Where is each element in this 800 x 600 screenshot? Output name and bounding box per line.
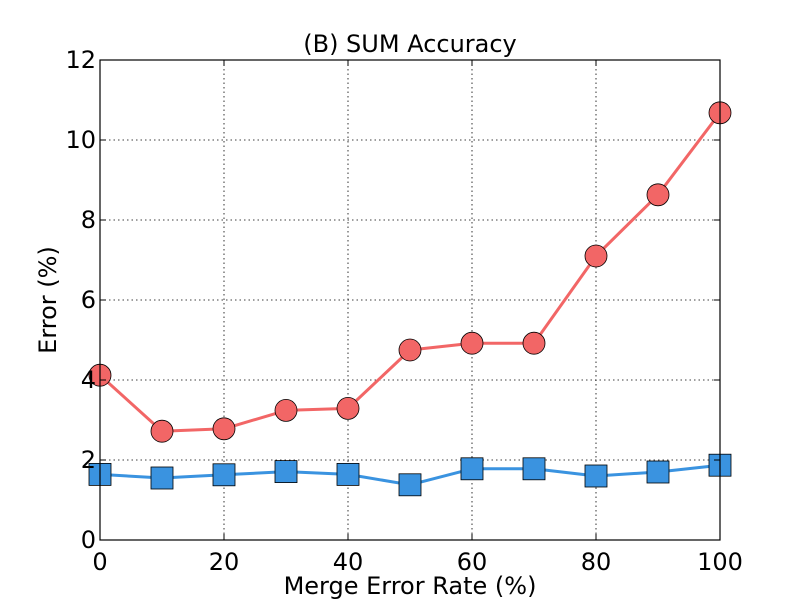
data-point-circle: [460, 331, 484, 355]
data-point-circle: [398, 338, 422, 362]
data-point-circle: [584, 244, 608, 268]
data-point-square: [646, 460, 670, 484]
series-2: [88, 453, 732, 497]
ticks: 0 20 40 60 80 100 0 2 4 6 8 10 12: [65, 46, 742, 576]
chart-title: (B) SUM Accuracy: [303, 30, 517, 58]
data-point-circle: [274, 398, 298, 422]
y-tick-label: 6: [81, 286, 96, 314]
grid: [99, 59, 721, 541]
x-tick-label: 100: [697, 548, 743, 576]
y-tick-label: 0: [81, 526, 96, 554]
y-tick-label: 10: [65, 126, 96, 154]
data-point-circle: [212, 417, 236, 441]
data-point-circle: [150, 419, 174, 443]
y-tick-label: 12: [65, 46, 96, 74]
data-point-square: [274, 460, 298, 484]
y-tick-label: 4: [81, 366, 96, 394]
data-point-circle: [646, 183, 670, 207]
data-point-square: [336, 462, 360, 486]
x-tick-label: 60: [457, 548, 488, 576]
y-axis-label: Error (%): [34, 246, 62, 354]
data-point-square: [150, 466, 174, 490]
x-tick-label: 0: [92, 548, 107, 576]
x-tick-label: 80: [581, 548, 612, 576]
data-point-square: [522, 457, 546, 481]
data-point-circle: [522, 331, 546, 355]
x-tick-label: 40: [333, 548, 364, 576]
series-1: [88, 101, 732, 443]
data-point-square: [460, 457, 484, 481]
x-tick-label: 20: [209, 548, 240, 576]
data-point-square: [212, 463, 236, 487]
data-point-square: [584, 464, 608, 488]
series-line: [98, 111, 722, 433]
data-point-square: [398, 473, 422, 497]
data-point-circle: [336, 396, 360, 420]
y-tick-label: 2: [81, 446, 96, 474]
series-layer: [88, 101, 732, 497]
x-axis-label: Merge Error Rate (%): [284, 572, 537, 600]
y-tick-label: 8: [81, 206, 96, 234]
